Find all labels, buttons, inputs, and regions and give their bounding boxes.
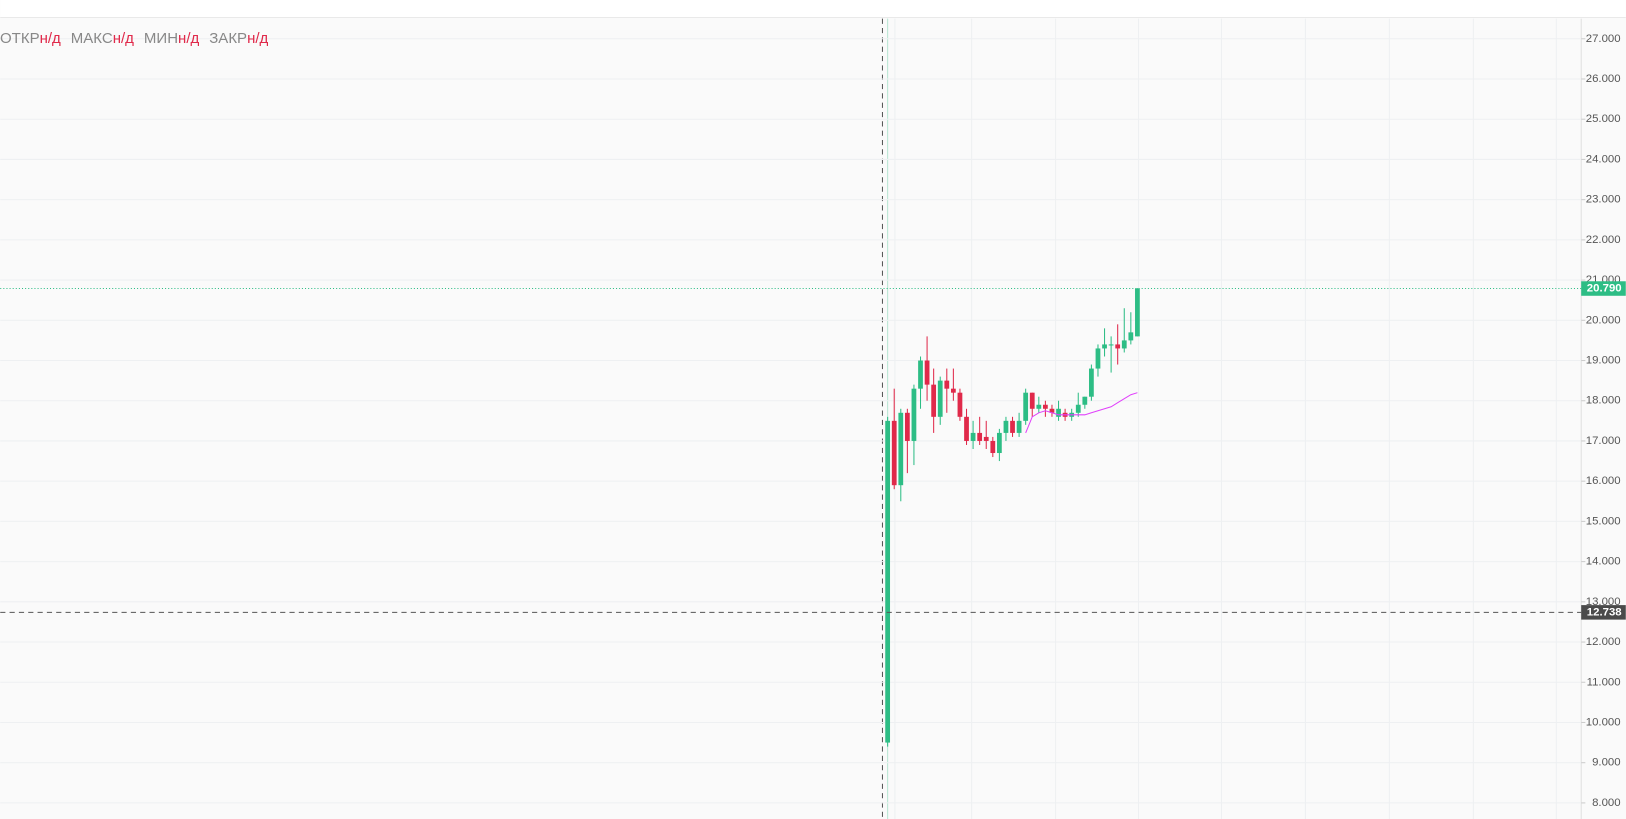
candle-body: [1108, 344, 1114, 346]
candle-body: [964, 416, 969, 441]
toolbar: [0, 0, 1626, 19]
candle-body: [1121, 340, 1127, 349]
candle-body: [950, 388, 956, 393]
legend-label: МИН: [143, 30, 179, 47]
candle-body: [1029, 392, 1035, 409]
y-tick-label: 10.000: [1586, 716, 1621, 728]
candle-body: [924, 360, 930, 385]
candle-body: [898, 412, 904, 486]
candle-body: [1095, 348, 1101, 369]
legend-label: ОТКР: [0, 30, 40, 47]
candle-body: [957, 392, 963, 417]
legend-value: н/д: [178, 30, 200, 47]
candle-body: [1115, 344, 1121, 349]
candle-body: [885, 420, 891, 743]
legend-value: н/д: [39, 30, 61, 47]
y-tick-label: 12.000: [1586, 636, 1621, 648]
legend-value: н/д: [247, 30, 269, 47]
candle-body: [904, 412, 910, 441]
legend-label: МАКС: [70, 30, 113, 47]
candle-body: [996, 432, 1002, 454]
crosshair-label-box: [1581, 605, 1626, 620]
candle-body: [1089, 368, 1094, 397]
price-label-box: [1581, 281, 1626, 296]
y-tick-label: 20.000: [1586, 314, 1621, 326]
moving-average: [1025, 392, 1138, 434]
candle-body: [891, 420, 897, 486]
candle-body: [977, 432, 983, 441]
y-tick-label: 8.000: [1592, 797, 1621, 809]
candle-body: [937, 380, 943, 417]
candle-body: [1049, 408, 1055, 413]
candle-body: [970, 432, 976, 441]
candle-body: [1056, 408, 1061, 417]
candle-body: [1016, 420, 1022, 433]
candle-body: [990, 440, 996, 454]
candle-body: [1082, 396, 1088, 405]
y-tick-label: 23.000: [1586, 194, 1621, 206]
y-tick-label: 17.000: [1586, 435, 1621, 447]
candle-body: [918, 360, 923, 389]
y-tick-label: 9.000: [1592, 757, 1621, 769]
y-tick-label: 22.000: [1586, 234, 1621, 246]
candle-body: [1036, 404, 1042, 409]
y-tick-label: 13.000: [1586, 596, 1621, 608]
ohlc-legend: ОТКРн/д МАКСн/д МИНн/д ЗАКРн/д: [0, 30, 278, 47]
candle-body: [1043, 404, 1048, 409]
price-label: 20.790: [1587, 283, 1622, 295]
y-tick-label: 19.000: [1586, 355, 1621, 367]
candle-body: [1075, 404, 1081, 413]
candle-body: [911, 388, 917, 441]
legend-value: н/д: [112, 30, 134, 47]
legend-label: ЗАКР: [209, 30, 248, 47]
y-tick-label: 26.000: [1586, 73, 1621, 85]
y-tick-label: 25.000: [1586, 113, 1621, 125]
candle-body: [1128, 332, 1134, 341]
candle-body: [983, 436, 989, 441]
y-tick-label: 24.000: [1586, 153, 1621, 165]
y-tick-label: 15.000: [1586, 515, 1621, 527]
y-tick-label: 27.000: [1586, 33, 1621, 45]
candle-body: [1135, 288, 1140, 337]
candle-body: [1023, 392, 1029, 421]
candle-body: [1003, 420, 1009, 433]
crosshair-label: 12.738: [1587, 606, 1622, 618]
y-tick-label: 18.000: [1586, 395, 1621, 407]
candle-body: [931, 384, 937, 417]
v-grid: [894, 18, 1557, 819]
candle-body: [944, 380, 950, 389]
y-tick-label: 11.000: [1587, 676, 1621, 688]
candle-body: [1010, 420, 1015, 433]
y-tick-label: 16.000: [1586, 475, 1621, 487]
candle-body: [1102, 344, 1107, 349]
y-tick-label: 14.000: [1586, 556, 1621, 568]
